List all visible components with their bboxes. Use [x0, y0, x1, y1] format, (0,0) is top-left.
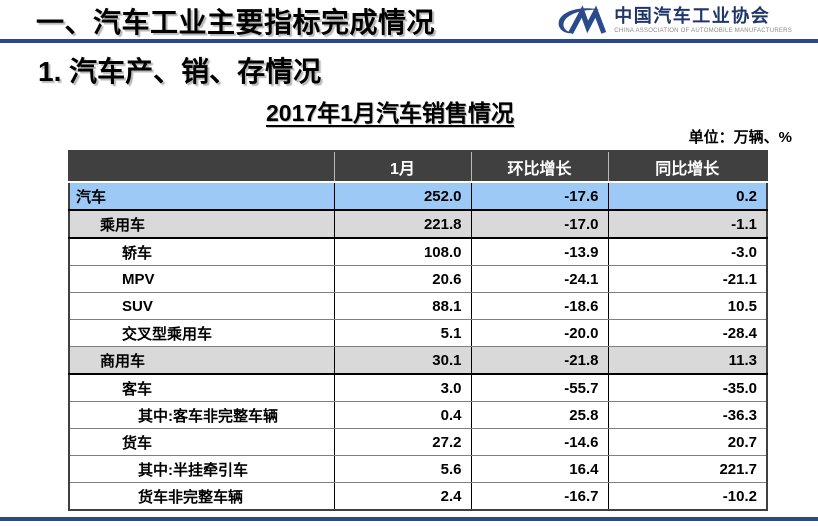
table-row: 货车 27.2 -14.6 20.7 [69, 428, 767, 456]
row-value: -28.4 [607, 319, 767, 347]
caam-monogram-icon [558, 5, 607, 35]
row-label: 轿车 [69, 238, 334, 266]
row-value: -14.6 [470, 428, 608, 456]
row-value: 108.0 [333, 238, 471, 266]
row-value: -35.0 [607, 374, 767, 402]
row-value: 221.7 [607, 455, 767, 483]
header-divider-rule [0, 39, 818, 43]
row-value: -3.0 [607, 238, 767, 266]
row-value: -1.1 [607, 210, 767, 239]
table-row: SUV 88.1 -18.6 10.5 [69, 292, 767, 320]
table-row: 货车非完整车辆 2.4 -16.7 -10.2 [69, 482, 767, 510]
row-value: 252.0 [333, 182, 471, 211]
column-header: 环比增长 [470, 151, 608, 183]
row-value: -13.9 [470, 238, 608, 266]
row-value: 27.2 [333, 428, 471, 456]
row-value: -36.3 [607, 401, 767, 429]
row-value: -17.6 [470, 182, 608, 211]
table-row: 交叉型乘用车 5.1 -20.0 -28.4 [69, 319, 767, 347]
row-value: -24.1 [470, 265, 608, 293]
row-label: 乘用车 [69, 210, 334, 239]
column-header [69, 151, 334, 183]
table-title: 2017年1月汽车销售情况 [266, 100, 514, 126]
row-value: -16.7 [470, 482, 608, 510]
table-title-wrap: 2017年1月汽车销售情况 [0, 94, 780, 128]
table-row: 轿车 108.0 -13.9 -3.0 [69, 238, 767, 266]
row-value: -10.2 [607, 482, 767, 510]
logo-org-name-cn: 中国汽车工业协会 [614, 6, 771, 27]
logo-org-name-en: CHINA ASSOCIATION OF AUTOMOBILE MANUFACT… [614, 28, 792, 35]
table-row: 商用车 30.1 -21.8 11.3 [69, 346, 767, 375]
row-value: 30.1 [333, 346, 471, 375]
row-value: 5.6 [333, 455, 471, 483]
row-value: 20.6 [333, 265, 471, 293]
table-row: 其中:半挂牵引车 5.6 16.4 221.7 [69, 455, 767, 483]
row-label: 商用车 [69, 346, 334, 375]
table-row: 客车 3.0 -55.7 -35.0 [69, 374, 767, 402]
row-value: 221.8 [333, 210, 471, 239]
row-value: 10.5 [607, 292, 767, 320]
row-value: -21.8 [470, 346, 608, 375]
row-value: 11.3 [607, 346, 767, 375]
column-header: 1月 [333, 151, 471, 183]
row-value: -21.1 [607, 265, 767, 293]
row-label: 汽车 [69, 182, 334, 211]
section-title: 1. 汽车产、销、存情况 [38, 56, 322, 87]
row-label: 货车 [69, 428, 334, 456]
sales-table-body: 汽车 252.0 -17.6 0.2 乘用车 221.8 -17.0 -1.1 轿车 108.0-… [69, 182, 767, 510]
row-value: 16.4 [470, 455, 608, 483]
column-header: 同比增长 [607, 151, 767, 183]
row-label: MPV [69, 265, 334, 293]
table-row: 汽车 252.0 -17.6 0.2 [69, 182, 767, 211]
row-label: 货车非完整车辆 [69, 482, 334, 510]
row-value: 20.7 [607, 428, 767, 456]
page-title: 一、汽车工业主要指标完成情况 [36, 7, 436, 38]
row-label: 客车 [69, 374, 334, 402]
row-value: 0.2 [607, 182, 767, 211]
row-value: 0.4 [333, 401, 471, 429]
row-label: SUV [69, 292, 334, 320]
row-value: 5.1 [333, 319, 471, 347]
sales-table: 1月 环比增长 同比增长 汽车 252.0 -17.6 0.2 乘用车 221.8 -17.0-… [68, 150, 768, 511]
table-header-row: 1月 环比增长 同比增长 [69, 151, 767, 183]
row-value: 25.8 [470, 401, 608, 429]
table-row: 乘用车 221.8 -17.0 -1.1 [69, 210, 767, 239]
footer-divider-rule [0, 517, 818, 521]
row-value: -18.6 [470, 292, 608, 320]
logo-text: 中国汽车工业协会 CHINA ASSOCIATION OF AUTOMOBILE… [614, 7, 792, 34]
row-label: 其中:半挂牵引车 [69, 455, 334, 483]
row-value: 3.0 [333, 374, 471, 402]
row-value: -17.0 [470, 210, 608, 239]
table-row: MPV 20.6 -24.1 -21.1 [69, 265, 767, 293]
row-label: 其中:客车非完整车辆 [69, 401, 334, 429]
unit-note: 单位：万辆、% [688, 129, 792, 146]
row-value: 2.4 [333, 482, 471, 510]
row-label: 交叉型乘用车 [69, 319, 334, 347]
table-row: 其中:客车非完整车辆 0.4 25.8 -36.3 [69, 401, 767, 429]
row-value: -20.0 [470, 319, 608, 347]
row-value: 88.1 [333, 292, 471, 320]
row-value: -55.7 [470, 374, 608, 402]
caam-logo: 中国汽车工业协会 CHINA ASSOCIATION OF AUTOMOBILE… [552, 4, 792, 38]
